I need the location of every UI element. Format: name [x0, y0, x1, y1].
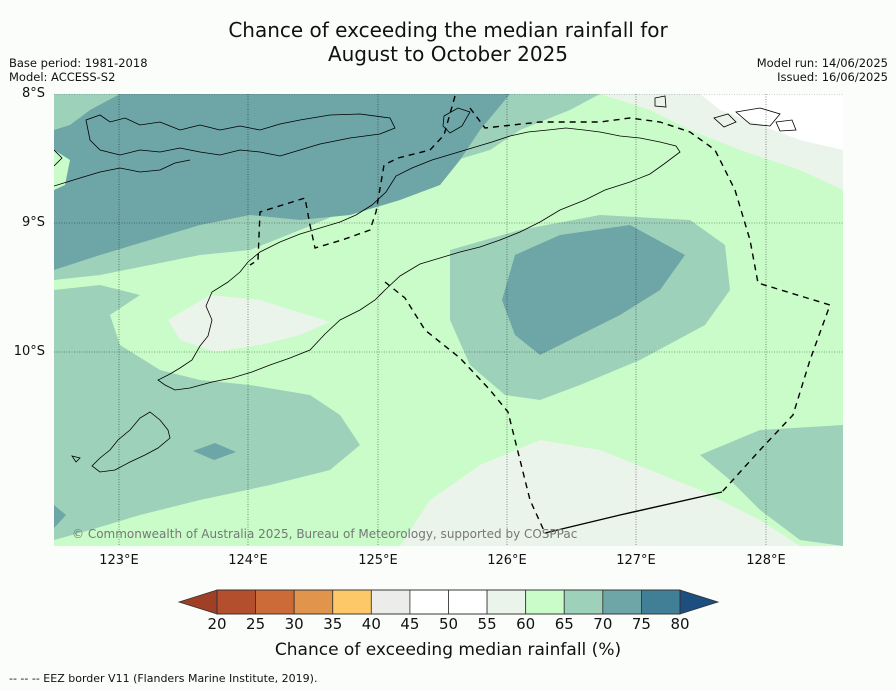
zone-70-75-north: [54, 94, 510, 270]
colorbar-tick-label: 45: [400, 615, 420, 633]
meta-right: Model run: 14/06/2025 Issued: 16/06/2025: [757, 56, 888, 84]
colorbar-tick-label: 60: [516, 615, 536, 633]
colorbar-cell: [563, 589, 604, 615]
zone-55-60-south: [400, 440, 800, 546]
copyright-notice: © Commonwealth of Australia 2025, Bureau…: [72, 527, 578, 541]
colorbar-cell: [641, 589, 681, 615]
model-name: Model: ACCESS-S2: [9, 70, 116, 84]
graticule: [54, 94, 843, 546]
base-period: Base period: 1981-2018: [9, 56, 148, 70]
zone-50-55-ne: [700, 94, 843, 150]
eez-border-south: [384, 281, 546, 534]
lon-label-127e: 127°E: [616, 553, 656, 568]
colorbar-low-arrow: [177, 589, 218, 615]
island-coast-6: [775, 119, 797, 132]
island-coast-1: [442, 107, 471, 134]
title-line-2: August to October 2025: [327, 42, 569, 66]
island-coast-7: [654, 95, 667, 108]
zone-nw-corner: [54, 94, 120, 130]
savu-coast: [71, 455, 81, 463]
island-coast-5: [735, 107, 781, 127]
eez-border-solid: [544, 491, 723, 534]
zone-70-75-centre: [502, 225, 685, 355]
zone-65-70-se: [700, 425, 843, 546]
colorbar-cell: [525, 589, 565, 615]
colorbar-tick-label: 25: [246, 615, 266, 633]
colorbar-tick-label: 65: [554, 615, 574, 633]
title-line-1: Chance of exceeding the median rainfall …: [228, 18, 668, 42]
colorbar-cell: [486, 589, 527, 615]
colorbar: [177, 589, 720, 615]
zone-nw-green: [54, 150, 70, 190]
zone-65-70-west: [54, 285, 360, 540]
island-coast-2: [54, 149, 63, 167]
colorbar-tick-label: 50: [438, 615, 459, 633]
colorbar-tick-label: 55: [477, 615, 497, 633]
lon-label-124e: 124°E: [228, 553, 268, 568]
coastlines: [54, 95, 797, 473]
colorbar-cell: [332, 589, 372, 615]
model-run: Model run: 14/06/2025: [756, 56, 888, 70]
colorbar-cell: [370, 589, 411, 615]
eez-legend-footer: -- -- -- EEZ border V11 (Flanders Marine…: [9, 672, 318, 685]
lon-label-126e: 126°E: [487, 553, 527, 568]
roti-coast: [91, 411, 171, 473]
colorbar-title: Chance of exceeding median rainfall (%): [274, 640, 622, 660]
colorbar-cell: [216, 589, 256, 615]
wetar-coast: [85, 113, 396, 157]
colorbar-cell: [255, 589, 295, 615]
colorbar-tick-label: 75: [631, 615, 651, 633]
colorbar-high-arrow: [679, 589, 720, 615]
colorbar-tick-label: 20: [207, 615, 227, 633]
timor-coast: [157, 127, 681, 391]
meta-left: Base period: 1981-2018 Model: ACCESS-S2: [9, 56, 148, 84]
colorbar-cell: [293, 589, 334, 615]
eez-border: [249, 95, 831, 534]
island-coast-3: [54, 159, 191, 187]
lon-label-123e: 123°E: [99, 553, 139, 568]
zone-55-60-west: [168, 295, 330, 352]
map-title: Chance of exceeding the median rainfall …: [0, 18, 896, 66]
colorbar-tick-label: 35: [323, 615, 343, 633]
colorbar-frame: [216, 589, 681, 615]
lat-label-9s: 9°S: [21, 215, 45, 230]
colorbar-cell: [409, 589, 449, 615]
lon-label-128e: 128°E: [746, 553, 786, 568]
zone-70-75-sw: [54, 505, 66, 528]
colorbar-tick-label: 40: [361, 615, 381, 633]
lon-label-125e: 125°E: [358, 553, 398, 568]
eez-border-east: [469, 107, 831, 493]
map-area: [54, 94, 843, 546]
colorbar-cell: [448, 589, 488, 615]
eez-border-north: [249, 95, 456, 266]
colorbar-cell: [602, 589, 642, 615]
colorbar-tick-label: 30: [284, 615, 304, 633]
colorbar-tick-label: 80: [670, 615, 690, 633]
colorbar-tick-label: 70: [593, 615, 613, 633]
lat-label-8s: 8°S: [21, 86, 45, 101]
zone-70-75-spot: [193, 443, 236, 460]
issued-date: Issued: 16/06/2025: [777, 70, 888, 84]
lat-label-10s: 10°S: [13, 344, 45, 359]
island-coast-4: [713, 113, 737, 128]
